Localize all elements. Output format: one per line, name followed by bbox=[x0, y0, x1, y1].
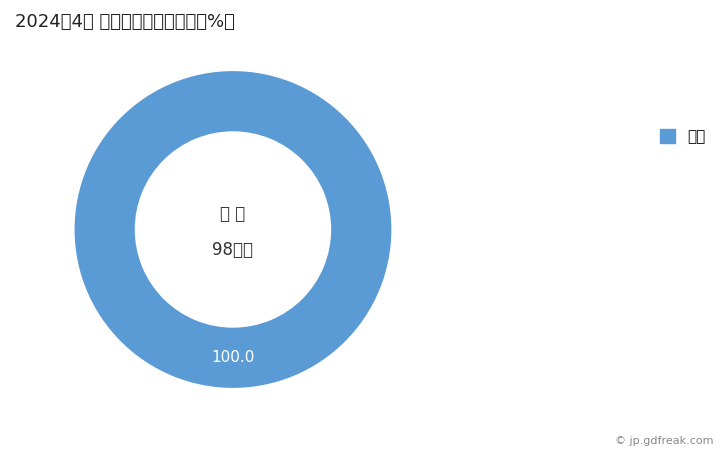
Text: 総 額: 総 額 bbox=[221, 205, 245, 223]
Text: 98万円: 98万円 bbox=[213, 241, 253, 259]
Text: 2024年4月 輸出相手国のシェア（%）: 2024年4月 輸出相手国のシェア（%） bbox=[15, 14, 234, 32]
Text: © jp.gdfreak.com: © jp.gdfreak.com bbox=[615, 436, 713, 446]
Wedge shape bbox=[74, 71, 392, 388]
Legend: タイ: タイ bbox=[660, 129, 706, 144]
Text: 100.0: 100.0 bbox=[211, 350, 255, 365]
